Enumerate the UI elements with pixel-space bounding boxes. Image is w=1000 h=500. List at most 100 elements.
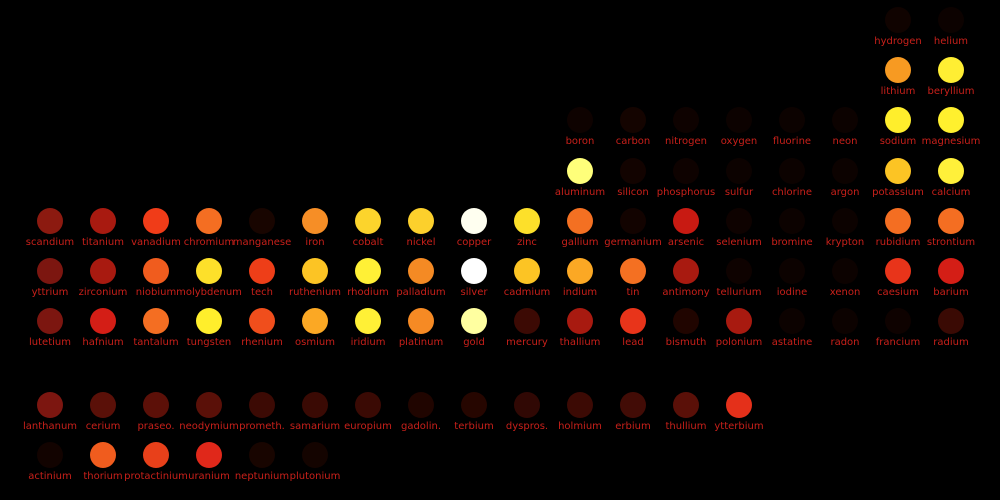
element-cell-barium: barium (911, 258, 991, 304)
element-cell-zinc: zinc (487, 207, 567, 254)
element-cell-argon: argon (805, 157, 885, 204)
element-label: tin (626, 287, 640, 298)
element-dot (249, 392, 275, 418)
element-cell-iron: iron (275, 207, 355, 254)
element-cell-thallium: thallium (540, 308, 620, 354)
element-cell-niobium: niobium (116, 258, 196, 304)
element-dot (355, 392, 381, 418)
element-cell-fluorine: fluorine (752, 107, 832, 153)
element-dot (355, 258, 381, 284)
element-dot (726, 207, 752, 234)
element-dot (832, 157, 858, 184)
element-label: oxygen (720, 136, 758, 148)
element-label: krypton (825, 236, 865, 248)
element-label: osmium (295, 337, 335, 349)
element-cell-xenon: xenon (805, 258, 885, 304)
element-label: hydrogen (874, 36, 922, 47)
element-cell-thullium: thullium (646, 392, 726, 438)
element-cell-rhodium: rhodium (328, 258, 408, 304)
element-cell-hafnium: hafnium (63, 308, 143, 354)
element-label: gold (463, 337, 485, 349)
element-dot (673, 308, 699, 335)
element-cell-protactinium: protactinium (116, 442, 196, 488)
element-label: gallium (561, 236, 599, 248)
element-dot (355, 207, 381, 234)
element-dot (938, 7, 964, 33)
element-dot (726, 392, 752, 418)
element-dot (514, 258, 540, 284)
element-label: praseo. (137, 421, 175, 432)
element-cell-lanthanum: lanthanum (10, 392, 90, 438)
element-label: thorium (83, 471, 123, 482)
element-label: thullium (665, 421, 707, 432)
element-cell-dyspros: dyspros. (487, 392, 567, 438)
element-cell-praseo: praseo. (116, 392, 196, 438)
element-dot (355, 308, 381, 335)
element-cell-lead: lead (593, 308, 673, 354)
element-label: titanium (82, 236, 124, 248)
element-dot (37, 207, 63, 234)
element-cell-francium: francium (858, 308, 938, 354)
element-dot (779, 207, 805, 234)
element-dot (90, 258, 116, 284)
element-label: iodine (776, 287, 808, 298)
element-label: zinc (517, 236, 537, 248)
element-dot (143, 207, 169, 234)
element-label: aluminum (554, 186, 606, 198)
element-label: arsenic (667, 236, 705, 248)
element-dot (143, 392, 169, 418)
element-label: fluorine (772, 136, 812, 148)
element-cell-caesium: caesium (858, 258, 938, 304)
element-cell-hydrogen: hydrogen (858, 7, 938, 53)
element-cell-neodymium: neodymium (169, 392, 249, 438)
element-cell-cobalt: cobalt (328, 207, 408, 254)
element-cell-ruthenium: ruthenium (275, 258, 355, 304)
element-dot (567, 308, 593, 335)
element-cell-scandium: scandium (10, 207, 90, 254)
element-cell-plutonium: plutonium (275, 442, 355, 488)
element-dot (514, 207, 540, 234)
element-cell-osmium: osmium (275, 308, 355, 354)
element-cell-actinium: actinium (10, 442, 90, 488)
element-dot (938, 157, 964, 184)
element-cell-strontium: strontium (911, 207, 991, 254)
element-label: scandium (25, 236, 75, 248)
element-dot (461, 392, 487, 418)
element-cell-potassium: potassium (858, 157, 938, 204)
element-label: tellurium (716, 287, 762, 298)
element-cell-bromine: bromine (752, 207, 832, 254)
element-cell-lutetium: lutetium (10, 308, 90, 354)
element-dot (620, 107, 646, 134)
element-dot (302, 258, 328, 284)
element-cell-antimony: antimony (646, 258, 726, 304)
element-dot (461, 207, 487, 234)
element-label: ruthenium (288, 287, 342, 298)
element-cell-aluminum: aluminum (540, 157, 620, 204)
element-dot (90, 392, 116, 418)
element-label: molybdenum (176, 287, 242, 298)
element-cell-astatine: astatine (752, 308, 832, 354)
element-dot (567, 392, 593, 418)
element-label: copper (456, 236, 492, 248)
element-label: chromium (183, 236, 235, 248)
element-cell-yttrium: yttrium (10, 258, 90, 304)
element-dot (938, 207, 964, 234)
element-dot (832, 207, 858, 234)
element-cell-neon: neon (805, 107, 885, 153)
element-label: selenium (716, 236, 762, 248)
element-dot (567, 157, 593, 184)
element-cell-holmium: holmium (540, 392, 620, 438)
element-dot (249, 308, 275, 335)
element-label: lithium (880, 86, 916, 98)
element-label: plutonium (289, 471, 341, 482)
element-cell-tungsten: tungsten (169, 308, 249, 354)
element-label: bismuth (665, 337, 707, 349)
element-label: palladium (396, 287, 446, 298)
element-label: rhodium (347, 287, 389, 298)
element-cell-tin: tin (593, 258, 673, 304)
element-label: rubidium (875, 236, 921, 248)
element-label: cadmium (503, 287, 551, 298)
element-cell-silicon: silicon (593, 157, 673, 204)
element-label: chlorine (771, 186, 813, 198)
element-label: nickel (406, 236, 436, 248)
